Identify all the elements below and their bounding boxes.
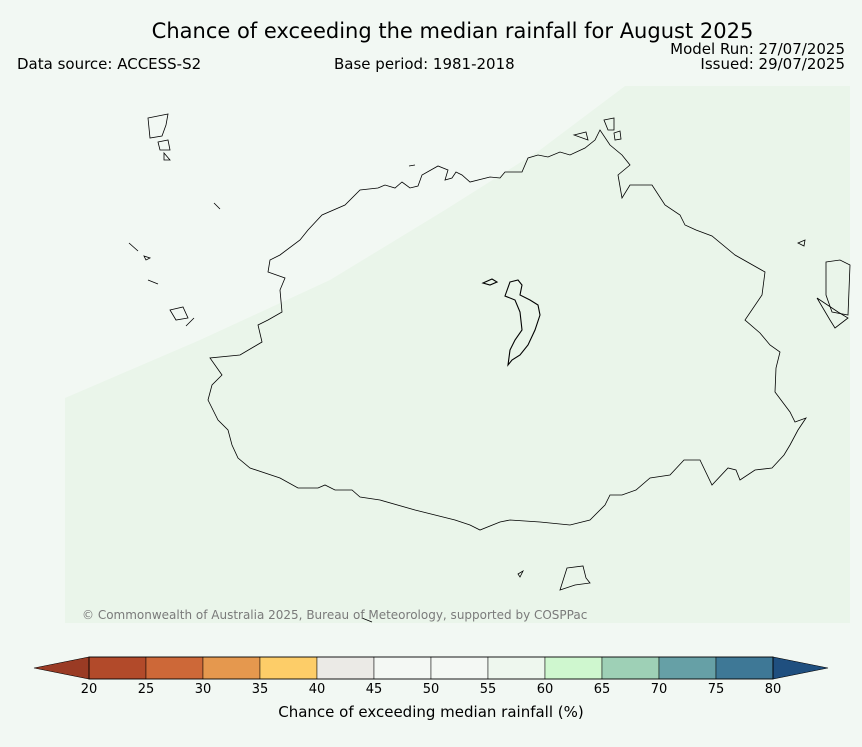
colorbar-tick-label: 70 xyxy=(650,682,668,697)
issued-date-label: Issued: 29/07/2025 xyxy=(700,55,845,73)
colorbar-segment xyxy=(88,656,147,680)
probability-shading xyxy=(65,86,850,623)
colorbar-tick-label: 80 xyxy=(764,682,782,697)
west-islet-4 xyxy=(147,279,159,285)
inland-lake-islet xyxy=(481,278,499,286)
colorbar-segment xyxy=(316,656,375,680)
northwest-island-1 xyxy=(147,113,169,139)
north-islet-1 xyxy=(408,164,416,167)
colorbar-segment xyxy=(259,656,318,680)
colorbar-segments xyxy=(88,656,774,680)
northeast-island-2 xyxy=(603,117,615,131)
map-title: Chance of exceeding the median rainfall … xyxy=(151,19,754,43)
colorbar-segment xyxy=(658,656,717,680)
colorbar-tick-label: 40 xyxy=(308,682,326,697)
inland-lake-outline xyxy=(504,279,541,367)
colorbar-tick-label: 30 xyxy=(194,682,212,697)
model-run-label: Model Run: 27/07/2025 xyxy=(670,40,845,58)
east-island-2 xyxy=(825,259,851,316)
colorbar-low-extension xyxy=(33,656,90,680)
northwest-island-3 xyxy=(163,151,171,161)
colorbar-segment xyxy=(544,656,603,680)
colorbar-tick-label: 35 xyxy=(251,682,269,697)
west-islet-6 xyxy=(185,317,195,327)
colorbar-segment xyxy=(202,656,261,680)
colorbar-segment xyxy=(145,656,204,680)
colorbar-tick-label: 20 xyxy=(80,682,98,697)
rainfall-map xyxy=(65,86,851,623)
east-islet-1 xyxy=(797,239,806,247)
northeast-island-3 xyxy=(613,130,622,141)
colorbar-segment xyxy=(715,656,774,680)
colorbar-tick-label: 50 xyxy=(422,682,440,697)
colorbar-tick-label: 45 xyxy=(365,682,383,697)
main-island-coastline xyxy=(207,129,808,531)
colorbar-tick-label: 55 xyxy=(479,682,497,697)
northwest-island-2 xyxy=(157,139,171,151)
south-islet-3 xyxy=(361,617,373,623)
west-islet-2 xyxy=(128,242,139,252)
colorbar-segment xyxy=(487,656,546,680)
data-source-label: Data source: ACCESS-S2 xyxy=(17,55,202,73)
copyright-notice: © Commonwealth of Australia 2025, Bureau… xyxy=(82,608,588,622)
colorbar-segment xyxy=(373,656,432,680)
base-period-label: Base period: 1981-2018 xyxy=(334,55,515,73)
colorbar-tick-label: 25 xyxy=(137,682,155,697)
west-islet-3 xyxy=(143,255,152,261)
west-island-5 xyxy=(169,306,189,321)
northeast-island-1 xyxy=(572,131,589,141)
east-island-3 xyxy=(816,297,849,329)
colorbar-high-extension xyxy=(772,656,829,680)
colorbar-tick-label: 65 xyxy=(593,682,611,697)
colorbar-frame xyxy=(88,656,774,680)
south-island-2 xyxy=(559,565,591,591)
colorbar-tick-label: 60 xyxy=(536,682,554,697)
colorbar-segment xyxy=(601,656,660,680)
colorbar-label: Chance of exceeding median rainfall (%) xyxy=(278,703,584,721)
colorbar-tick-label: 75 xyxy=(707,682,725,697)
colorbar xyxy=(33,656,829,680)
coastlines xyxy=(128,113,851,623)
west-islet-1 xyxy=(213,202,221,210)
south-islet-1 xyxy=(517,569,524,578)
colorbar-segment xyxy=(430,656,489,680)
